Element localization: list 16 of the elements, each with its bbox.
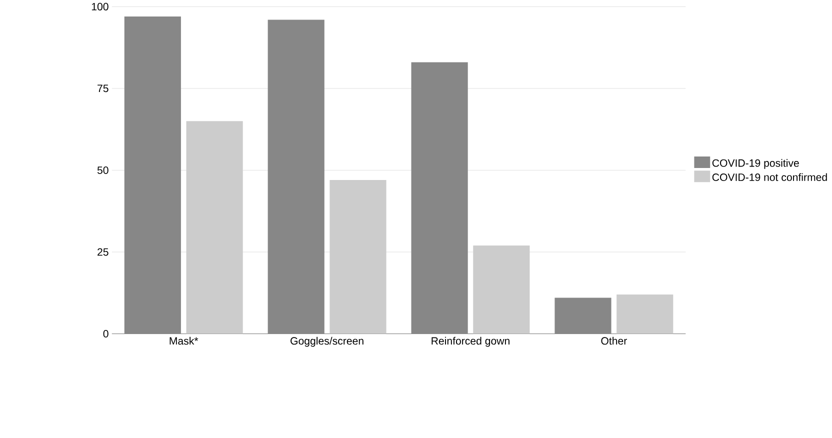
bar [616, 294, 674, 334]
x-tick-label: Reinforced gown [432, 336, 510, 347]
bar [554, 298, 612, 334]
y-tick-label: 100 [92, 2, 108, 10]
bar [411, 62, 468, 334]
bar [124, 16, 181, 334]
y-tick-label: 75 [98, 84, 108, 92]
x-tick-label: Mask* [170, 336, 198, 344]
y-tick-label: 50 [97, 166, 108, 174]
y-tick-label: 25 [98, 248, 108, 256]
legend-label: COVID-19 positive [712, 158, 799, 169]
bar [268, 20, 324, 334]
legend-label: COVID-19 not confirmed [712, 173, 827, 181]
y-tick-label: 0 [103, 330, 108, 338]
x-tick-label: Goggles/screen [290, 336, 364, 347]
x-tick-label: Other [601, 336, 627, 344]
